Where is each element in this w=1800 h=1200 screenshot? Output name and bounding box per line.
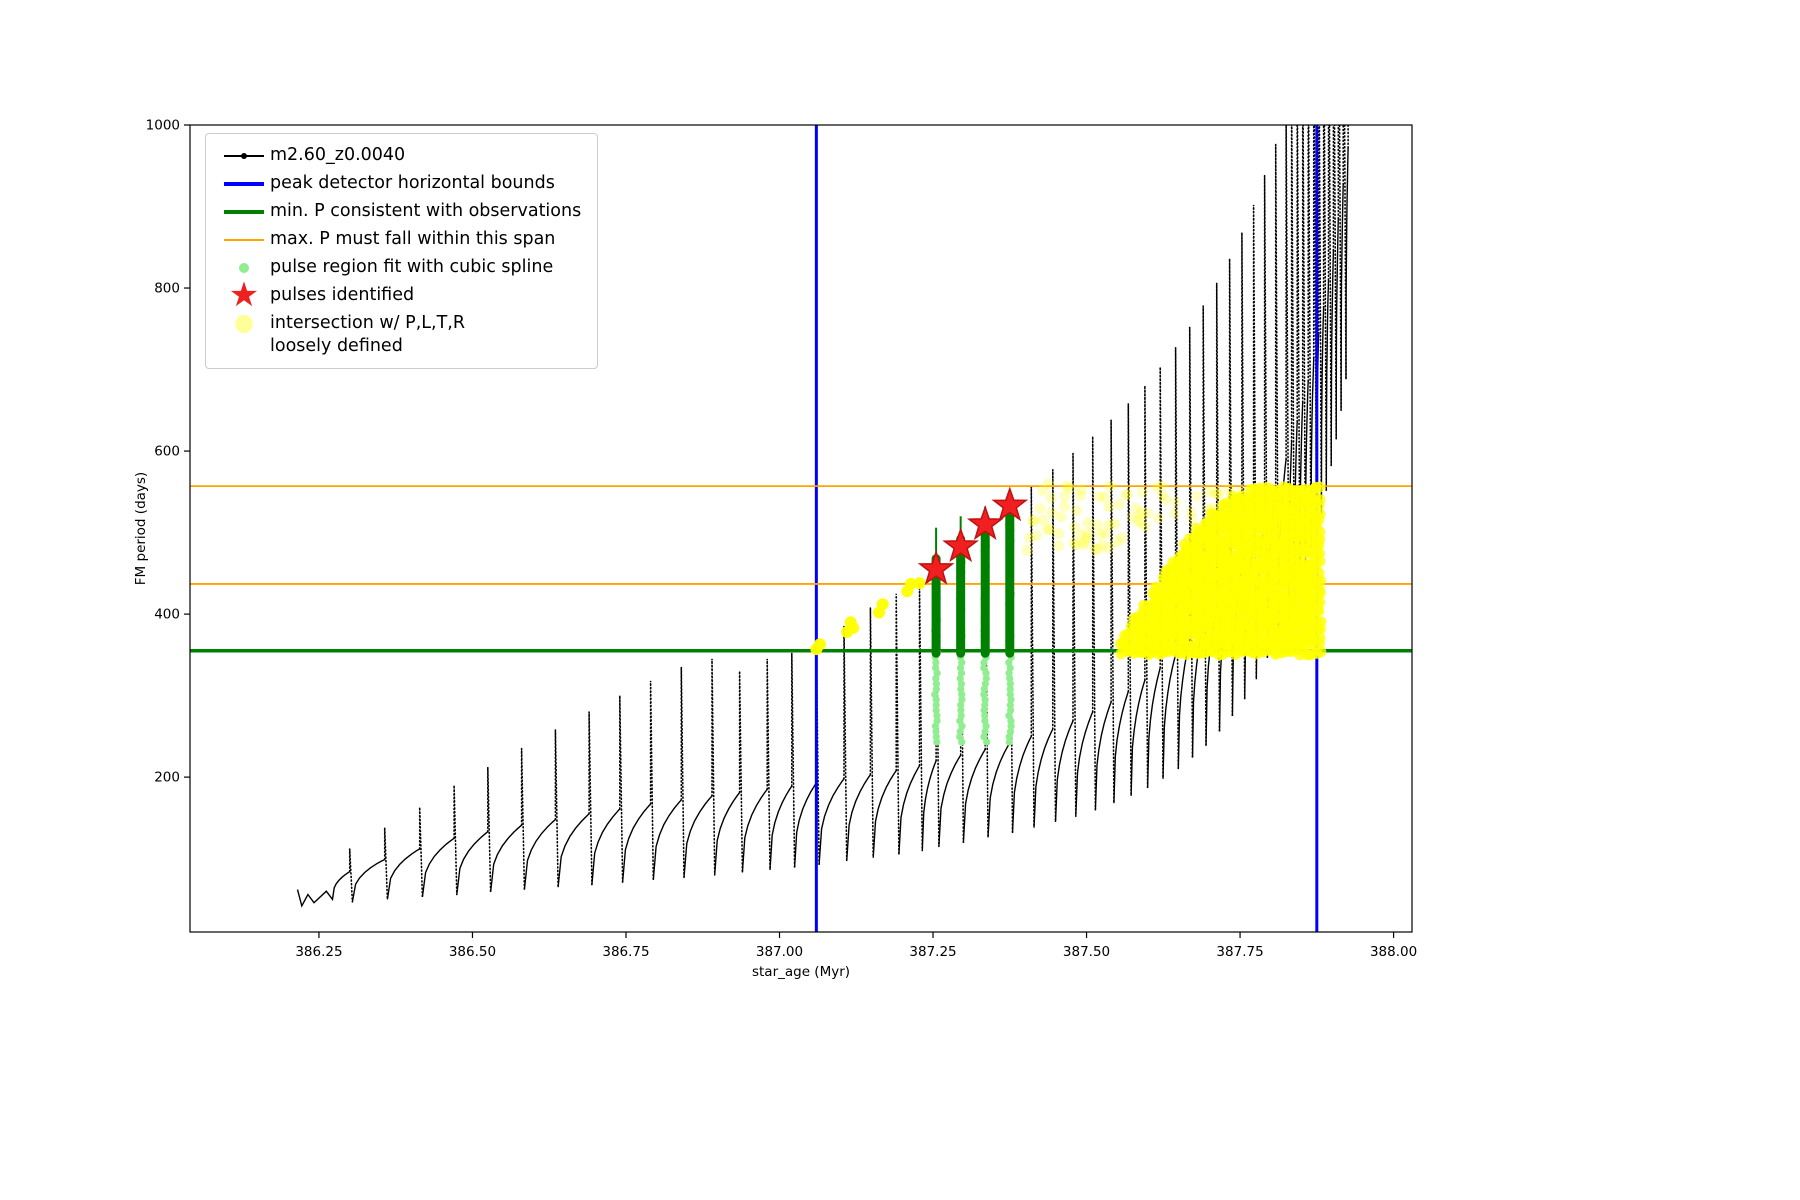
x-tick-label: 386.75 (602, 944, 649, 960)
legend-label: peak detector horizontal bounds (270, 173, 555, 193)
pulse-star-marker (966, 505, 1004, 541)
legend-label: pulse region fit with cubic spline (270, 257, 554, 277)
intersection-region (810, 478, 1327, 661)
legend-label: m2.60_z0.0040 (270, 145, 406, 165)
legend-item-max-p: max. P must fall within this span (218, 228, 581, 251)
x-tick-label: 388.00 (1370, 944, 1417, 960)
y-tick-label: 200 (154, 770, 180, 786)
axes-spine (189, 124, 1413, 933)
x-tick-label: 386.50 (449, 944, 496, 960)
legend-item-intersection: intersection w/ P,L,T,R loosely defined (218, 312, 581, 358)
yellow-dot-icon (218, 312, 270, 333)
legend-item-spline: pulse region fit with cubic spline (218, 256, 581, 279)
blue-line-icon (218, 172, 270, 186)
x-axis-label: star_age (Myr) (752, 964, 850, 980)
x-tick-label: 387.25 (909, 944, 956, 960)
legend-label: pulses identified (270, 285, 415, 305)
dot-marker-icon (241, 153, 247, 159)
legend-label: min. P consistent with observations (270, 201, 582, 221)
orange-line-icon (218, 228, 270, 241)
green-line-icon (218, 200, 270, 214)
y-tick-label: 1000 (146, 118, 180, 134)
x-tick-label: 387.00 (756, 944, 803, 960)
plot-area (190, 125, 1412, 932)
y-tick-label: 600 (154, 444, 180, 460)
pulse-star-marker (942, 527, 979, 563)
legend-label: intersection w/ P,L,T,R loosely defined (270, 313, 465, 356)
x-tick-label: 387.75 (1216, 944, 1263, 960)
spline-fit-dots (931, 510, 1015, 746)
legend-item-min-p: min. P consistent with observations (218, 200, 581, 223)
legend-item-track: m2.60_z0.0040 (218, 144, 581, 167)
spline-columns (931, 493, 1015, 658)
lightgreen-dot-icon (218, 256, 270, 273)
track-line-icon (218, 144, 270, 159)
y-axis-label: FM period (days) (133, 472, 149, 585)
y-tick-label: 800 (154, 281, 180, 297)
legend-item-pulses: ★ pulses identified (218, 275, 581, 315)
red-star-icon: ★ (228, 275, 260, 315)
axes: 386.25 386.50 386.75 387.00 387.25 387.50 387.… (133, 118, 1417, 981)
y-tick-label: 400 (154, 607, 180, 623)
pulse-stars (917, 486, 1029, 585)
pulse-star-marker (991, 486, 1029, 522)
legend-item-peak-bounds: peak detector horizontal bounds (218, 172, 581, 195)
legend-label: max. P must fall within this span (270, 229, 556, 249)
legend: m2.60_z0.0040 peak detector horizontal b… (205, 133, 599, 369)
pulse-star-marker (917, 550, 955, 585)
x-tick-label: 387.50 (1063, 944, 1110, 960)
x-tick-label: 386.25 (295, 944, 342, 960)
